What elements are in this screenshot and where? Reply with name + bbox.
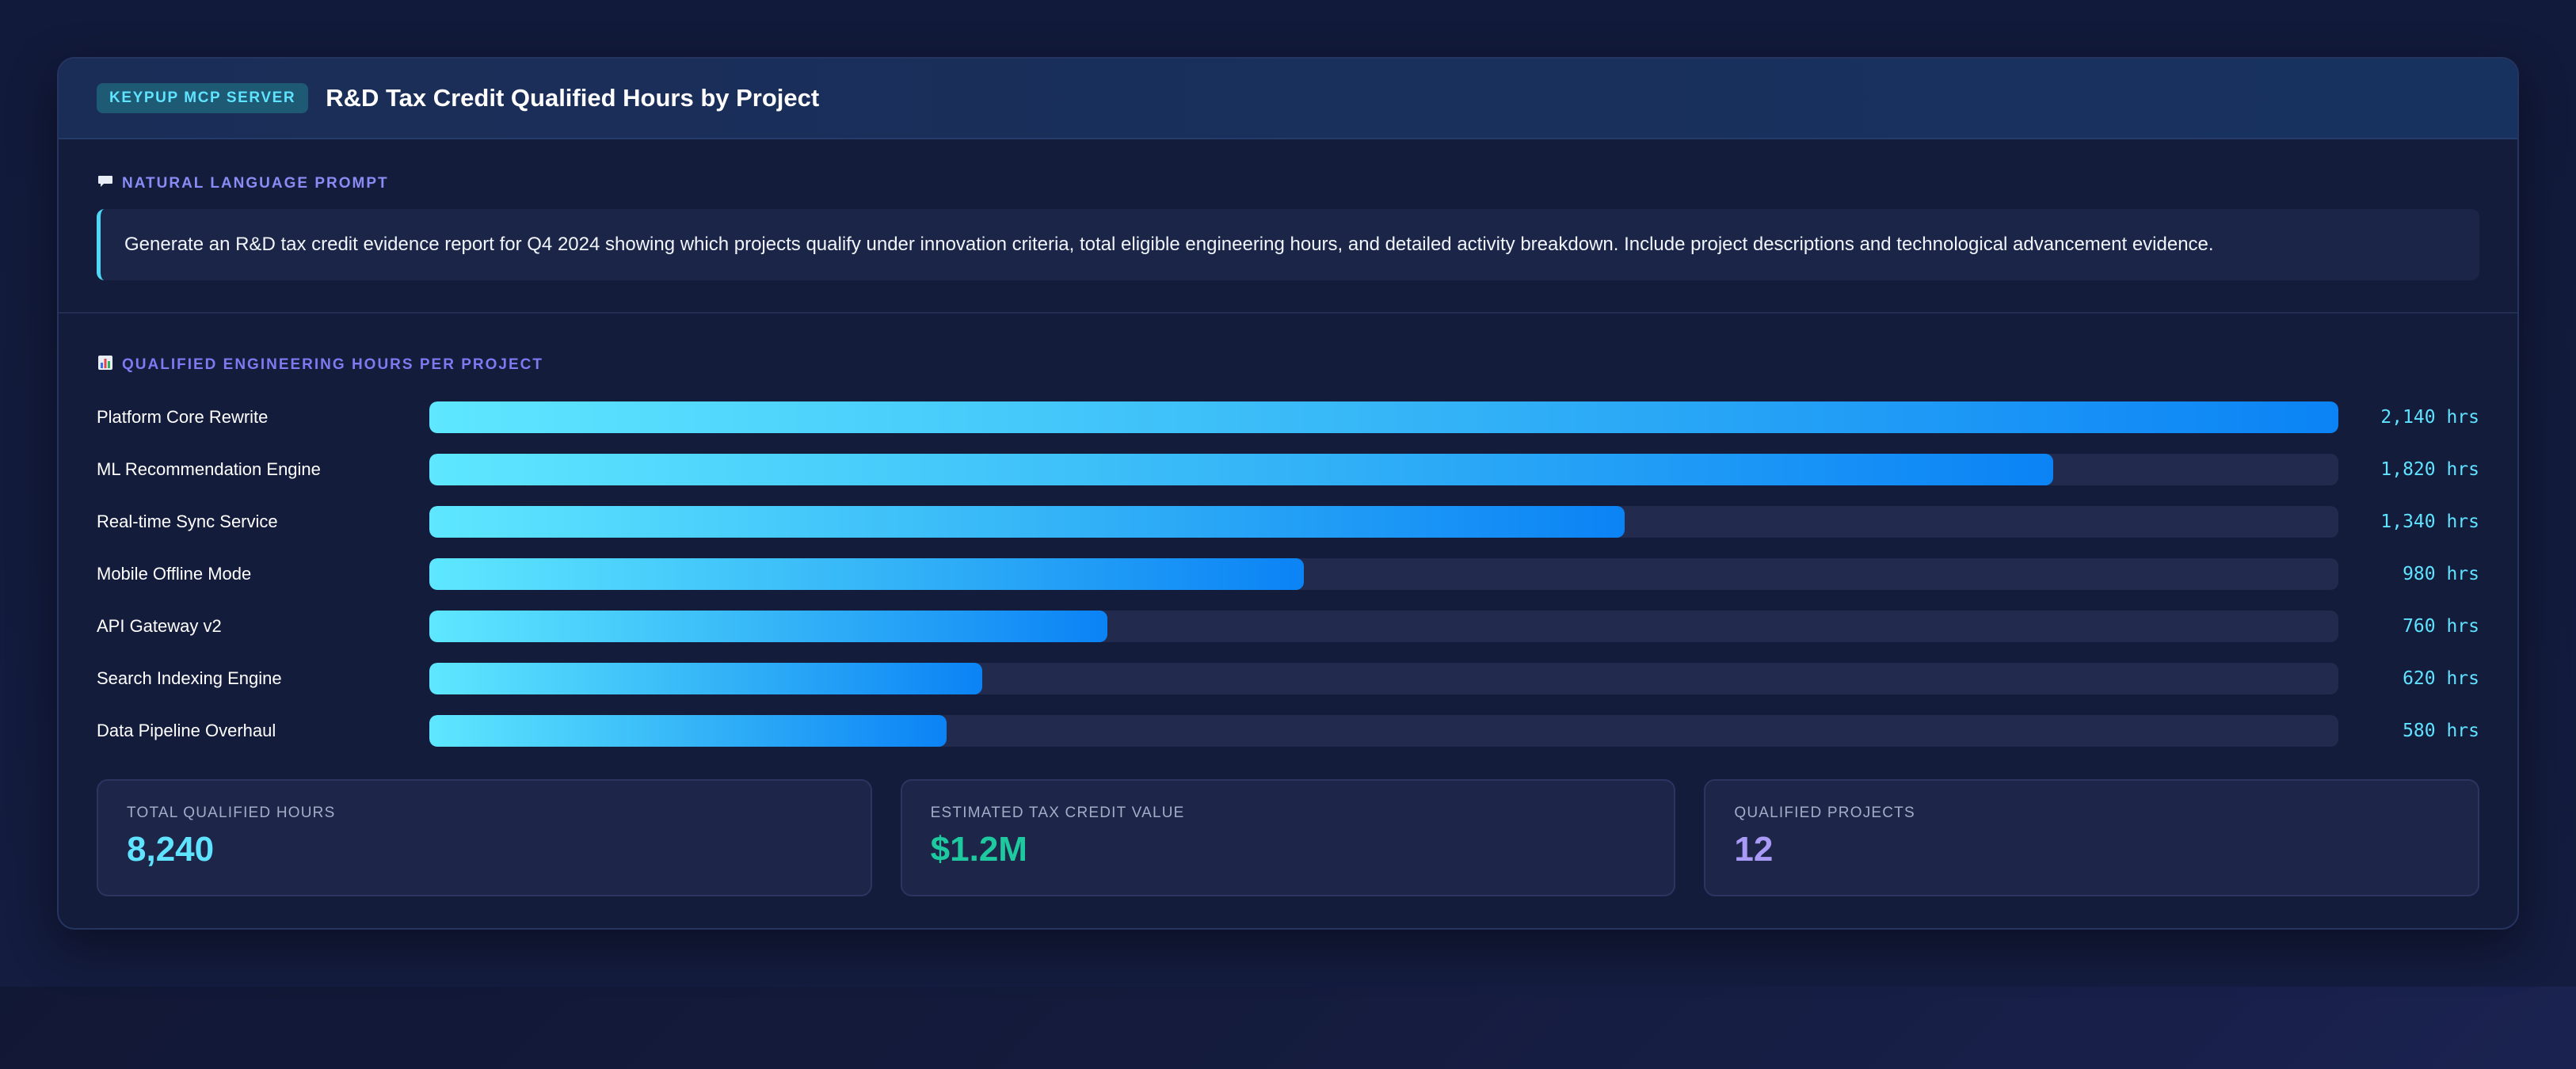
bar-row: Search Indexing Engine 620 hrs — [97, 652, 2479, 705]
bar-category-label: Search Indexing Engine — [97, 668, 282, 688]
stat-value: $1.2M — [930, 830, 1027, 869]
bar-row: ML Recommendation Engine 1,820 hrs — [97, 443, 2479, 496]
bar-value-label: 580 hrs — [2403, 721, 2479, 741]
prompt-text-box: Generate an R&D tax credit evidence repo… — [97, 209, 2479, 280]
bar-category-label: Platform Core Rewrite — [97, 407, 269, 427]
chart-section: QUALIFIED ENGINEERING HOURS PER PROJECT … — [59, 314, 2517, 896]
stat-label: TOTAL QUALIFIED HOURS — [127, 805, 336, 821]
bar-chart: Platform Core Rewrite 2,140 hrs ML Recomme… — [97, 391, 2479, 757]
stat-value: 12 — [1734, 830, 1774, 869]
bar — [429, 506, 1625, 538]
stats-row: TOTAL QUALIFIED HOURS 8,240 ESTIMATED TA… — [97, 779, 2480, 896]
bar-category-label: ML Recommendation Engine — [97, 459, 321, 479]
stat-card-qualified-projects: QUALIFIED PROJECTS 12 — [1704, 779, 2480, 896]
prompt-section-label: NATURAL LANGUAGE PROMPT — [97, 174, 2479, 193]
bar-category-label: Mobile Offline Mode — [97, 564, 252, 584]
bar — [429, 401, 2338, 433]
prompt-text: Generate an R&D tax credit evidence repo… — [124, 234, 2214, 255]
bar-row: API Gateway v2 760 hrs — [97, 600, 2479, 652]
bar-chart-icon — [97, 355, 114, 375]
bar-row: Data Pipeline Overhaul 580 hrs — [97, 705, 2479, 757]
bar — [429, 611, 1107, 642]
bar-row: Mobile Offline Mode 980 hrs — [97, 548, 2479, 600]
bar — [429, 663, 983, 694]
stat-value: 8,240 — [127, 830, 215, 869]
prompt-section: NATURAL LANGUAGE PROMPT Generate an R&D … — [59, 139, 2517, 314]
speech-bubble-icon — [97, 174, 114, 193]
bar-track — [429, 401, 2338, 433]
bar-category-label: Data Pipeline Overhaul — [97, 721, 276, 740]
bar-value-label: 760 hrs — [2403, 616, 2479, 637]
bar-track — [429, 454, 2338, 485]
bar-row: Platform Core Rewrite 2,140 hrs — [97, 391, 2479, 443]
bar-value-label: 1,820 hrs — [2380, 459, 2479, 480]
bar-value-label: 620 hrs — [2403, 668, 2479, 689]
bar-track — [429, 663, 2338, 694]
bar-track — [429, 611, 2338, 642]
card-header: KEYPUP MCP SERVER R&D Tax Credit Qualifi… — [59, 59, 2517, 139]
chart-label-text: QUALIFIED ENGINEERING HOURS PER PROJECT — [122, 356, 543, 373]
stat-card-total-hours: TOTAL QUALIFIED HOURS 8,240 — [97, 779, 872, 896]
report-card: KEYPUP MCP SERVER R&D Tax Credit Qualifi… — [57, 57, 2519, 930]
bar-row: Real-time Sync Service 1,340 hrs — [97, 496, 2479, 548]
bar-value-label: 2,140 hrs — [2380, 407, 2479, 428]
stat-card-tax-credit: ESTIMATED TAX CREDIT VALUE $1.2M — [900, 779, 1676, 896]
chart-section-label: QUALIFIED ENGINEERING HOURS PER PROJECT — [97, 355, 2479, 375]
bar-track — [429, 506, 2338, 538]
bar-value-label: 980 hrs — [2403, 564, 2479, 584]
bar-track — [429, 715, 2338, 747]
bar — [429, 454, 2053, 485]
prompt-label-text: NATURAL LANGUAGE PROMPT — [122, 175, 389, 192]
bar-value-label: 1,340 hrs — [2380, 512, 2479, 532]
bar-track — [429, 558, 2338, 590]
stat-label: QUALIFIED PROJECTS — [1734, 805, 1915, 821]
bar-category-label: API Gateway v2 — [97, 616, 222, 636]
bar — [429, 715, 947, 747]
server-badge: KEYPUP MCP SERVER — [97, 83, 309, 113]
report-title: R&D Tax Credit Qualified Hours by Projec… — [326, 84, 820, 112]
bar — [429, 558, 1304, 590]
stat-label: ESTIMATED TAX CREDIT VALUE — [930, 805, 1185, 821]
bar-category-label: Real-time Sync Service — [97, 512, 278, 531]
